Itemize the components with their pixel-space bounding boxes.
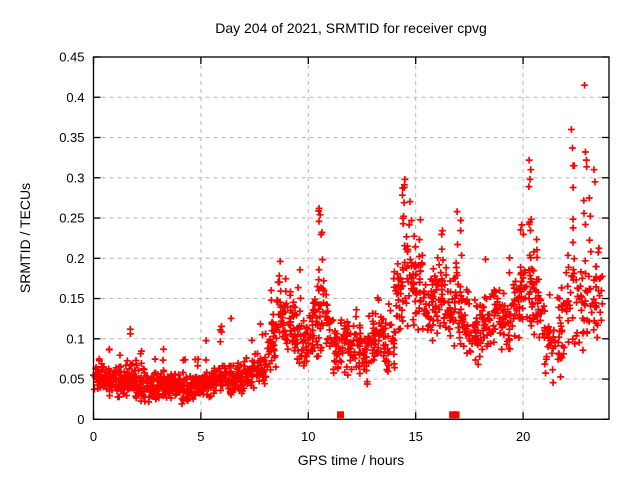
svg-text:20: 20 [516,429,530,444]
svg-text:0.3: 0.3 [66,170,84,185]
flagged-time-square-markers [337,411,460,419]
axis-ticks [92,56,609,420]
svg-text:15: 15 [408,429,422,444]
svg-text:0: 0 [77,412,84,427]
svg-text:0.15: 0.15 [59,291,84,306]
y-tick-labels: 0 0.05 0.1 0.15 0.2 0.25 0.3 0.35 0.4 0.45 [59,50,84,427]
x-tick-labels: 0 5 10 15 20 [90,429,530,444]
svg-text:0.2: 0.2 [66,251,84,266]
x-axis-label: GPS time / hours [298,452,405,468]
svg-text:0.4: 0.4 [66,90,84,105]
gridlines [93,56,609,420]
data-points-plus-markers [90,81,606,408]
svg-text:0.1: 0.1 [66,331,84,346]
plot-border [92,56,610,420]
y-axis-label: SRMTID / TECUs [17,183,33,293]
svg-text:0.25: 0.25 [59,211,84,226]
svg-text:10: 10 [301,429,315,444]
svg-text:0.45: 0.45 [59,50,84,65]
svg-text:0.05: 0.05 [59,372,84,387]
chart-title: Day 204 of 2021, SRMTID for receiver cpv… [215,20,487,36]
svg-text:0.35: 0.35 [59,130,84,145]
svg-text:5: 5 [197,429,204,444]
svg-text:0: 0 [90,429,97,444]
